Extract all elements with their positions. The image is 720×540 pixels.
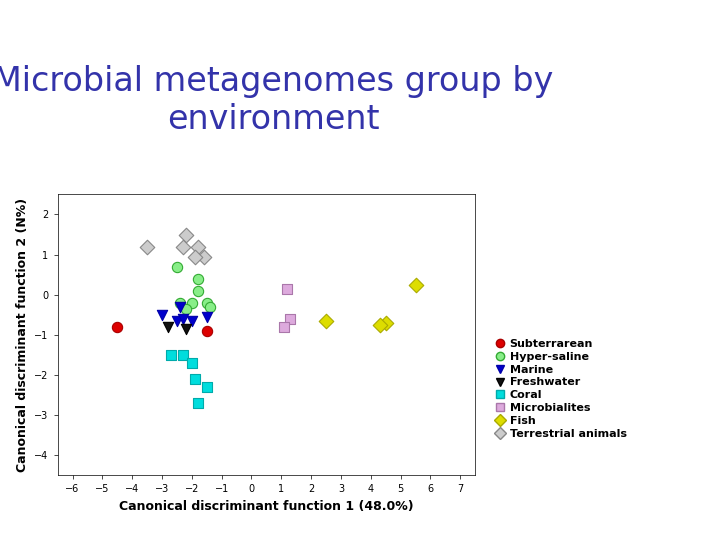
Y-axis label: Canonical discriminant function 2 (N%): Canonical discriminant function 2 (N%) [16, 198, 29, 472]
Point [374, 320, 385, 329]
Point [201, 327, 212, 335]
Point [201, 313, 212, 321]
Point [162, 322, 174, 331]
Point [156, 310, 168, 319]
Point [201, 383, 212, 391]
Point [186, 299, 197, 307]
Point [284, 314, 296, 323]
Point [204, 302, 215, 311]
Point [279, 322, 290, 331]
Point [177, 350, 189, 359]
Point [174, 302, 186, 311]
Point [180, 325, 192, 333]
Point [186, 316, 197, 325]
Point [192, 274, 204, 283]
Point [189, 375, 201, 383]
Point [177, 314, 189, 323]
Point [171, 262, 183, 271]
Point [198, 252, 210, 261]
Point [174, 299, 186, 307]
Point [282, 285, 293, 293]
Point [189, 252, 201, 261]
Point [192, 399, 204, 407]
Point [186, 359, 197, 367]
Point [180, 305, 192, 313]
Point [112, 322, 123, 331]
Point [180, 230, 192, 239]
Point [192, 242, 204, 251]
Point [320, 316, 332, 325]
Point [192, 286, 204, 295]
Point [141, 242, 153, 251]
Point [177, 242, 189, 251]
Point [171, 316, 183, 325]
Point [410, 280, 421, 289]
Point [201, 299, 212, 307]
Text: Microbial metagenomes group by
environment: Microbial metagenomes group by environme… [0, 65, 554, 136]
X-axis label: Canonical discriminant function 1 (48.0%): Canonical discriminant function 1 (48.0%… [119, 500, 414, 513]
Point [165, 350, 176, 359]
Legend: Subterrarean, Hyper-saline, Marine, Freshwater, Coral, Microbialites, Fish, Terr: Subterrarean, Hyper-saline, Marine, Fres… [495, 339, 626, 438]
Point [380, 319, 392, 327]
